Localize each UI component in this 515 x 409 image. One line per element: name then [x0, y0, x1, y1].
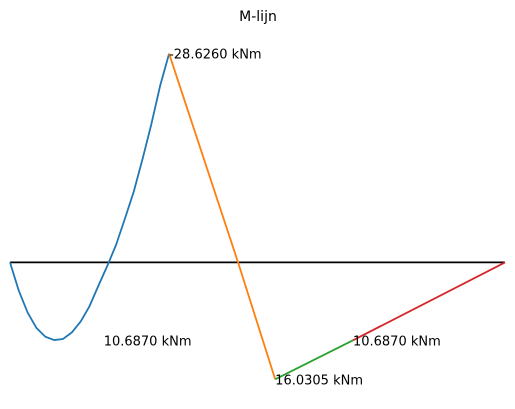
- series-line-2: [168, 53, 277, 380]
- series-line-1: [9, 53, 170, 341]
- plot-area: -28.6260 kNm 16.0305 kNm 10.6870 kNm 10.687…: [9, 48, 506, 388]
- chart-title: M-lijn: [239, 9, 277, 25]
- value-annotation-1: -28.6260 kNm: [169, 48, 262, 63]
- value-annotation-2: 16.0305 kNm: [275, 373, 363, 388]
- series-line-4: [352, 261, 506, 342]
- value-annotation-4: 10.6870 kNm: [353, 334, 441, 349]
- value-annotation-3: 10.6870 kNm: [104, 334, 192, 349]
- series-line-3: [274, 339, 354, 381]
